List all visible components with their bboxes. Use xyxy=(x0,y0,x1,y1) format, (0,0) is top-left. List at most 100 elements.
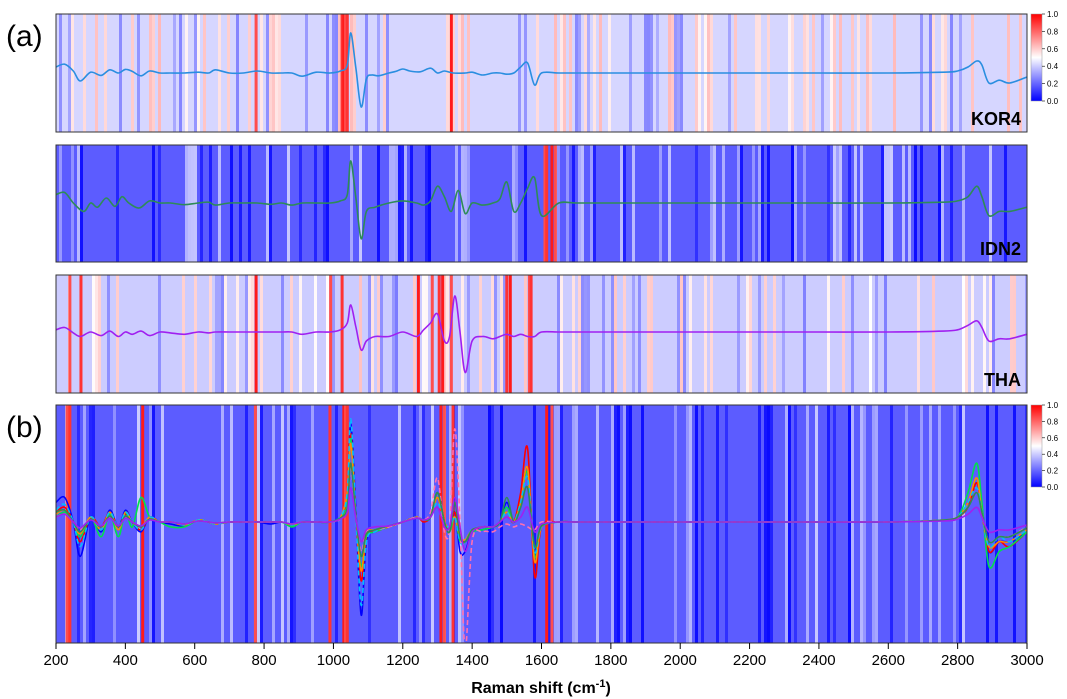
heatmap-high-importance-band xyxy=(344,14,348,132)
heatmap-stripe xyxy=(587,275,590,393)
heatmap-stripe xyxy=(725,405,728,643)
heatmap-stripe xyxy=(716,405,719,643)
heatmap-stripe xyxy=(68,14,71,132)
heatmap-high-importance-band xyxy=(65,405,69,643)
heatmap-stripe xyxy=(98,275,101,393)
heatmap-stripe xyxy=(512,145,515,262)
heatmap-stripe xyxy=(152,145,155,262)
x-axis-title: Raman shift (cm-1) xyxy=(471,678,611,697)
heatmap-stripe xyxy=(326,275,329,393)
x-tick-label: 1200 xyxy=(386,652,419,669)
x-tick-label: 1800 xyxy=(594,652,627,669)
heatmap-stripe xyxy=(287,145,290,262)
heatmap-stripe xyxy=(572,405,575,643)
heatmap-stripe xyxy=(395,145,398,262)
colorbar-gradient xyxy=(1030,13,1043,102)
heatmap-stripe xyxy=(557,275,560,393)
x-tick-label: 3000 xyxy=(1010,652,1043,669)
heatmap-stripe xyxy=(986,405,989,643)
heatmap-stripe xyxy=(971,14,974,132)
heatmap-stripe xyxy=(875,275,878,393)
heatmap-stripe xyxy=(929,405,932,643)
heatmap-stripe xyxy=(491,275,494,393)
heatmap-stripe xyxy=(443,275,446,393)
heatmap-stripe xyxy=(533,405,536,643)
heatmap-stripe xyxy=(905,405,908,643)
heatmap-stripe xyxy=(611,405,614,643)
heatmap-stripe xyxy=(920,405,923,643)
heatmap-stripe xyxy=(230,405,233,643)
heatmap-stripe xyxy=(989,275,992,393)
colorbar-tick-label: 0.0 xyxy=(1047,483,1059,492)
heatmap-stripe xyxy=(413,405,416,643)
heatmap-stripe xyxy=(152,14,155,132)
heatmap-high-importance-band xyxy=(508,275,512,393)
heatmap-stripe xyxy=(257,405,260,643)
colorbar-tick-label: 1.0 xyxy=(1047,401,1059,410)
heatmap-stripe xyxy=(59,145,62,262)
heatmap-high-importance-band xyxy=(141,405,145,643)
heatmap-stripe xyxy=(581,275,584,393)
heatmap-stripe xyxy=(248,14,251,132)
x-tick-label: 2600 xyxy=(872,652,905,669)
heatmap-stripe xyxy=(623,275,626,393)
x-tick-label: 600 xyxy=(182,652,207,669)
heatmap-stripe xyxy=(953,405,956,643)
heatmap-stripe xyxy=(428,145,431,262)
heatmap-stripe xyxy=(764,405,767,643)
heatmap-stripe xyxy=(596,405,599,643)
heatmap-stripe xyxy=(677,275,680,393)
heatmap-stripe xyxy=(71,14,74,132)
heatmap-stripe xyxy=(152,405,155,643)
heatmap-stripe xyxy=(245,275,248,393)
heatmap-stripe xyxy=(884,275,887,393)
heatmap-stripe xyxy=(500,275,503,393)
heatmap-stripe xyxy=(260,14,263,132)
heatmap-stripe xyxy=(647,275,650,393)
x-tick-label: 400 xyxy=(113,652,138,669)
series-line xyxy=(56,295,1027,374)
heatmap-high-importance-band xyxy=(68,405,72,643)
heatmap-stripe xyxy=(368,405,371,643)
heatmap-stripe xyxy=(209,275,212,393)
heatmap-stripe xyxy=(137,405,140,643)
heatmap-stripe xyxy=(185,145,188,262)
heatmap-stripe xyxy=(584,275,587,393)
heatmap-stripe xyxy=(335,405,338,643)
heatmap-stripe xyxy=(221,405,224,643)
heatmap-stripe xyxy=(689,405,692,643)
heatmap-stripe xyxy=(461,405,464,643)
heatmap-high-importance-band xyxy=(550,405,554,643)
heatmap-stripe xyxy=(806,405,809,643)
heatmap-stripe xyxy=(392,275,395,393)
colorbar-tick-label: 0.0 xyxy=(1047,97,1059,106)
heatmap-stripe xyxy=(260,275,263,393)
heatmap-stripe xyxy=(77,145,80,262)
heatmap-stripe xyxy=(1013,275,1016,393)
heatmap-stripe xyxy=(614,405,617,643)
series-line xyxy=(56,160,1027,240)
colorbar-tick-label: 0.4 xyxy=(1047,62,1059,71)
panel-frame-kor4 xyxy=(55,13,1028,133)
heatmap-stripe xyxy=(794,405,797,643)
heatmap-stripe xyxy=(782,275,785,393)
heatmap-stripe xyxy=(311,405,314,643)
heatmap-stripe xyxy=(695,405,698,643)
heatmap-stripe xyxy=(371,275,374,393)
heatmap-stripe xyxy=(566,145,569,262)
heatmap-stripe xyxy=(83,14,86,132)
heatmap-stripe xyxy=(71,145,74,262)
heatmap-stripe xyxy=(962,145,965,262)
heatmap-stripe xyxy=(938,145,941,262)
heatmap-stripe xyxy=(614,275,617,393)
heatmap-high-importance-band xyxy=(550,145,554,262)
heatmap-stripe xyxy=(515,145,518,262)
heatmap-stripe xyxy=(92,275,95,393)
heatmap-high-importance-band xyxy=(553,145,557,262)
heatmap-stripe xyxy=(446,14,449,132)
heatmap-stripe xyxy=(959,14,962,132)
heatmap-stripe xyxy=(392,145,395,262)
heatmap-stripe xyxy=(446,275,449,393)
heatmap-high-importance-band xyxy=(68,275,72,393)
